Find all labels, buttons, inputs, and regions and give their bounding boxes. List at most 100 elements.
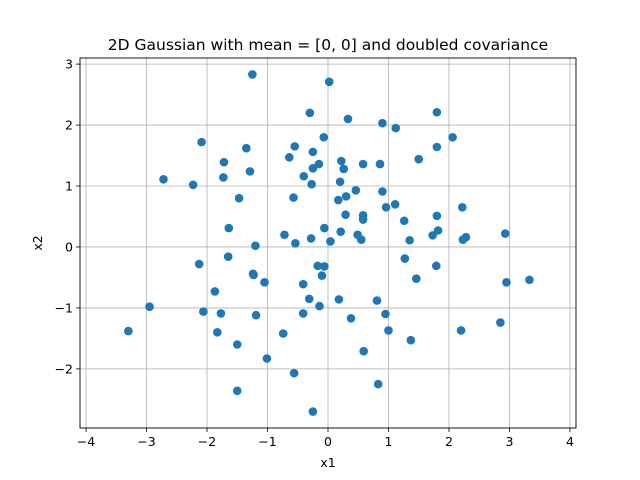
scatter-point xyxy=(308,164,318,173)
chart-title: 2D Gaussian with mean = [0, 0] and doubl… xyxy=(108,36,548,54)
x-tick-label: −3 xyxy=(137,434,155,449)
scatter-point xyxy=(351,185,361,195)
scatter-point xyxy=(359,346,368,356)
scatter-point xyxy=(251,310,261,320)
scatter-point xyxy=(306,234,316,243)
x-axis-label: x1 xyxy=(320,455,335,470)
scatter-point xyxy=(432,142,442,152)
scatter-point xyxy=(260,278,269,287)
scatter-point xyxy=(341,192,351,201)
scatter-point xyxy=(242,143,251,153)
scatter-point xyxy=(280,230,289,240)
scatter-point xyxy=(346,313,356,323)
scatter-point xyxy=(448,132,457,142)
scatter-point xyxy=(249,270,258,280)
scatter-point xyxy=(373,379,383,389)
scatter-point xyxy=(502,278,511,287)
scatter-point xyxy=(496,318,505,327)
scatter-point xyxy=(291,239,300,248)
scatter-point xyxy=(224,223,234,233)
scatter-point xyxy=(378,187,387,196)
scatter-point xyxy=(199,307,208,316)
scatter-point xyxy=(372,296,382,305)
scatter-point xyxy=(391,123,401,133)
scatter-point xyxy=(406,335,416,345)
scatter-point xyxy=(358,159,368,169)
scatter-point xyxy=(337,156,346,166)
scatter-point xyxy=(412,274,421,283)
y-tick-label: −2 xyxy=(55,361,73,376)
x-axis-ticks: −4 −3 −2 −1 0 1 2 3 4 xyxy=(77,428,574,449)
scatter-point xyxy=(358,215,368,224)
scatter-point xyxy=(381,309,390,319)
scatter-point xyxy=(289,368,299,378)
y-axis-label: x2 xyxy=(30,235,45,250)
scatter-point xyxy=(307,179,316,189)
scatter-point xyxy=(335,177,345,187)
x-tick-label: −4 xyxy=(77,434,95,449)
scatter-point xyxy=(194,259,204,269)
scatter-point xyxy=(343,114,353,124)
scatter-point xyxy=(432,107,442,117)
scatter-point xyxy=(298,309,308,318)
x-tick-label: 2 xyxy=(445,434,453,449)
scatter-point xyxy=(400,254,410,263)
scatter-point xyxy=(375,159,385,169)
y-tick-label: 0 xyxy=(65,239,73,254)
scatter-point xyxy=(289,193,298,202)
y-tick-label: −1 xyxy=(55,300,73,315)
scatter-point xyxy=(305,108,315,118)
scatter-point xyxy=(210,287,220,296)
scatter-point xyxy=(313,261,323,271)
x-tick-label: 0 xyxy=(324,434,332,449)
x-tick-label: −1 xyxy=(258,434,276,449)
scatter-point xyxy=(431,261,441,271)
scatter-point xyxy=(304,294,314,304)
scatter-point xyxy=(317,271,327,280)
scatter-point xyxy=(456,326,466,335)
scatter-point xyxy=(315,301,324,311)
scatter-point xyxy=(525,275,534,285)
scatter-point xyxy=(414,154,424,164)
scatter-point xyxy=(248,70,257,79)
scatter-point xyxy=(245,167,255,176)
scatter-point xyxy=(308,407,318,416)
scatter-point xyxy=(381,203,391,212)
scatter-point xyxy=(290,142,300,151)
y-tick-label: 2 xyxy=(65,118,73,133)
scatter-point xyxy=(299,171,309,181)
scatter-point xyxy=(284,153,294,162)
scatter-point xyxy=(188,180,198,190)
scatter-point xyxy=(234,193,244,203)
scatter-point xyxy=(336,227,346,237)
scatter-point xyxy=(356,235,366,244)
scatter-point xyxy=(145,302,154,311)
scatter-point xyxy=(457,203,467,212)
scatter-point xyxy=(159,175,168,184)
scatter-point xyxy=(308,147,318,157)
scatter-point xyxy=(251,241,260,251)
scatter-point xyxy=(232,386,242,396)
x-tick-label: 3 xyxy=(505,434,513,449)
scatter-point xyxy=(223,252,233,262)
scatter-point xyxy=(216,309,226,318)
scatter-point xyxy=(262,354,272,363)
y-tick-label: 1 xyxy=(65,179,73,194)
x-tick-label: −2 xyxy=(198,434,216,449)
scatter-point xyxy=(213,327,222,337)
scatter-point xyxy=(500,229,510,238)
scatter-point xyxy=(458,235,468,244)
scatter-point xyxy=(390,199,400,209)
x-tick-label: 4 xyxy=(566,434,574,449)
scatter-point xyxy=(399,216,409,226)
scatter-point xyxy=(341,210,350,219)
scatter-point xyxy=(326,237,335,246)
scatter-point xyxy=(333,195,343,205)
scatter-point xyxy=(405,235,414,245)
scatter-point xyxy=(319,132,329,142)
scatter-point xyxy=(232,340,242,349)
scatter-point xyxy=(124,326,133,336)
scatter-point xyxy=(384,326,393,335)
scatter-point xyxy=(278,329,288,338)
